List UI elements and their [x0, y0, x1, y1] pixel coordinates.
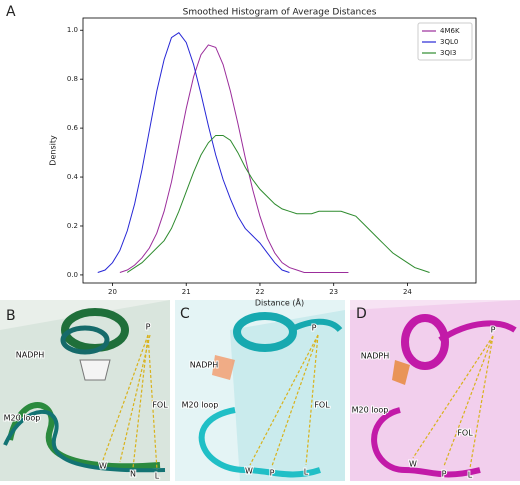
- structure-annotation: NADPH: [16, 351, 44, 360]
- structure-annotation: P: [442, 470, 447, 479]
- plot-frame: [82, 17, 477, 284]
- structure-annotation: M20 loop: [352, 406, 389, 415]
- y-axis-label: Density: [49, 135, 58, 166]
- y-tick-label: 1.0: [67, 26, 78, 34]
- y-tick-label: 0.6: [67, 124, 79, 132]
- structure-annotation: FOL: [457, 429, 473, 438]
- structure-annotation: NADPH: [361, 352, 389, 361]
- x-tick-label: 23: [329, 288, 338, 296]
- structure-annotation: L: [468, 471, 473, 480]
- structure-c: [175, 300, 345, 481]
- structure-annotation: P: [312, 324, 317, 333]
- panel-label: D: [356, 306, 367, 322]
- legend-label: 3QI3: [440, 49, 456, 57]
- y-tick-label: 0.4: [67, 173, 79, 181]
- density-line: [126, 134, 430, 273]
- structure-annotation: FOL: [152, 401, 168, 410]
- panel-label: C: [180, 306, 190, 322]
- structure-b: [0, 300, 170, 481]
- x-axis-label: Distance (Å): [255, 297, 304, 308]
- panel-label: B: [6, 308, 16, 324]
- structure-annotation: NADPH: [190, 361, 218, 370]
- structure-annotation: L: [155, 472, 160, 481]
- legend-label: 3QL0: [440, 38, 458, 46]
- structure-annotation: M20 loop: [182, 401, 219, 410]
- x-tick-label: 20: [108, 288, 117, 296]
- panel-label: A: [6, 4, 16, 20]
- structure-annotation: FOL: [314, 401, 330, 410]
- y-tick-label: 0.2: [67, 222, 78, 230]
- x-tick-label: 22: [255, 288, 264, 296]
- structure-annotation: P: [270, 469, 275, 478]
- structure-annotation: L: [304, 468, 309, 477]
- density-line: [97, 32, 290, 273]
- x-tick-label: 24: [403, 288, 412, 296]
- chart-title: Smoothed Histogram of Average Distances: [183, 8, 377, 18]
- x-tick-label: 21: [182, 288, 191, 296]
- y-tick-label: 0.0: [67, 271, 78, 279]
- structure-annotation: P: [146, 323, 151, 332]
- structure-annotation: M20 loop: [4, 414, 41, 423]
- structure-annotation: P: [491, 326, 496, 335]
- structure-annotation: W: [99, 462, 107, 471]
- structure-d: [350, 300, 520, 481]
- legend-box: [417, 22, 473, 61]
- y-tick-label: 0.8: [67, 75, 78, 83]
- density-line: [119, 44, 349, 273]
- structure-annotation: N: [130, 470, 136, 479]
- legend-label: 4M6K: [440, 27, 460, 35]
- structure-annotation: W: [245, 467, 253, 476]
- structure-annotation: W: [409, 460, 417, 469]
